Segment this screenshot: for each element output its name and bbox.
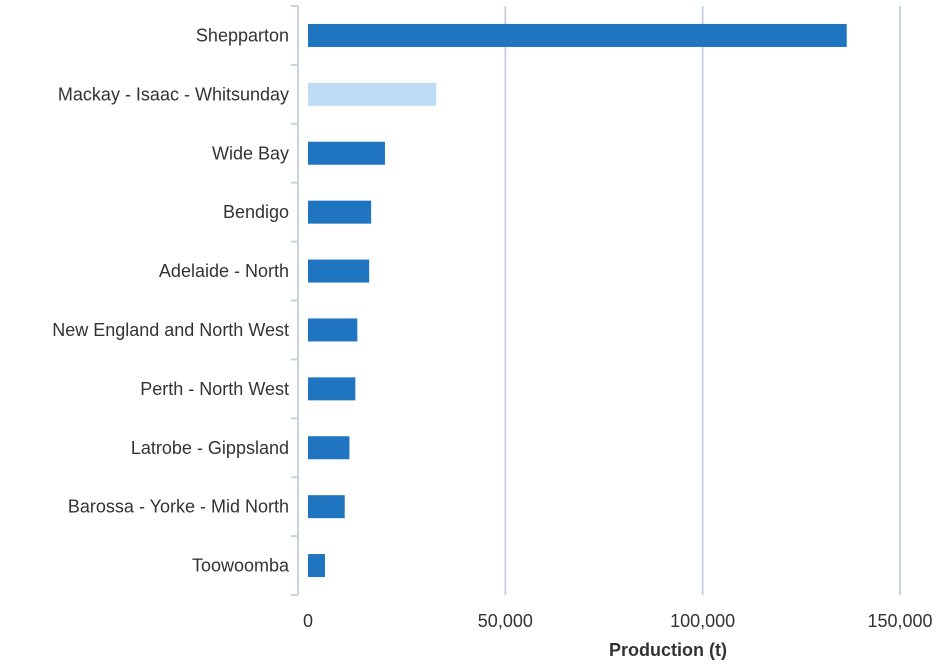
category-label: Latrobe - Gippsland — [131, 438, 289, 458]
category-label: New England and North West — [52, 320, 289, 340]
bar — [308, 377, 356, 401]
x-tick-label: 150,000 — [867, 611, 932, 631]
bar — [308, 141, 385, 165]
bar — [308, 436, 350, 460]
y-axis — [291, 5, 299, 596]
x-axis-title: Production (t) — [609, 640, 727, 660]
category-label: Perth - North West — [140, 379, 289, 399]
bar — [308, 23, 847, 47]
bar — [308, 554, 325, 578]
bar — [308, 495, 345, 519]
gridlines — [504, 6, 901, 595]
bars — [308, 23, 847, 578]
category-label: Shepparton — [196, 25, 289, 45]
category-label: Mackay - Isaac - Whitsunday — [58, 84, 289, 104]
category-label: Barossa - Yorke - Mid North — [68, 497, 289, 517]
x-tick-label: 50,000 — [478, 611, 533, 631]
bar — [308, 82, 437, 106]
category-label: Wide Bay — [212, 143, 289, 163]
category-labels: Shepparton Mackay - Isaac - Whitsunday Wid… — [52, 25, 290, 575]
category-label: Toowoomba — [192, 556, 290, 576]
x-tick-label: 100,000 — [670, 611, 735, 631]
bar — [308, 318, 358, 342]
bar — [308, 259, 370, 283]
x-tick-label: 0 — [303, 611, 313, 631]
category-label: Adelaide - North — [159, 261, 289, 281]
category-label: Bendigo — [223, 202, 289, 222]
bar — [308, 200, 372, 224]
x-tick-labels: 0 50,000 100,000 150,000 — [303, 611, 933, 631]
